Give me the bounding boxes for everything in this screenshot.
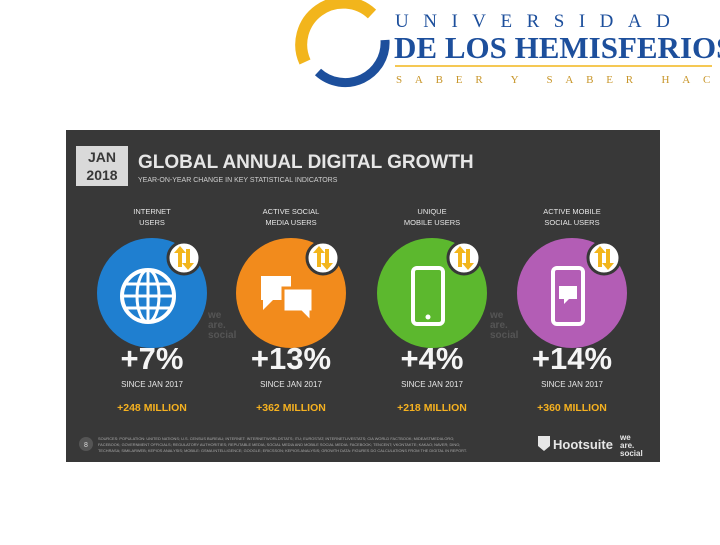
column-label: ACTIVE MOBILE (543, 207, 601, 216)
column-label: MEDIA USERS (265, 218, 316, 227)
logo-arc-yellow (295, 0, 377, 65)
watermark: are. (208, 320, 226, 331)
sources-line: SOURCES: POPULATION: UNITED NATIONS; U.S… (98, 436, 454, 441)
sources-line: TECHRASA; SIMILARWEB; KEPIOS ANALYSIS; M… (98, 448, 467, 453)
absolute-change: +218 MILLION (397, 402, 467, 414)
date-box (76, 146, 128, 186)
columns: INTERNET USERS +7% SINCE JAN 2017 +248 MILLI… (97, 207, 627, 414)
date-month: JAN (88, 149, 116, 165)
since-label: SINCE JAN 2017 (121, 380, 183, 389)
growth-badge (586, 240, 622, 276)
chat-icon (261, 276, 291, 310)
since-label: SINCE JAN 2017 (401, 380, 463, 389)
percent-change: +14% (532, 341, 612, 376)
column-label: SOCIAL USERS (544, 218, 599, 227)
title: GLOBAL ANNUAL DIGITAL GROWTH (138, 152, 474, 173)
column-label: INTERNET (133, 207, 171, 216)
growth-arrows (313, 246, 333, 270)
chat-icon (281, 286, 315, 326)
logo-line2: DE LOS HEMISFERIOS (394, 30, 720, 65)
column-label: UNIQUE (417, 207, 446, 216)
growth-badge (166, 240, 202, 276)
chat-icon (559, 286, 577, 304)
footer-watermark: are. (620, 441, 634, 450)
subtitle: YEAR-ON-YEAR CHANGE IN KEY STATISTICAL I… (138, 177, 338, 184)
brand: Hootsuite (553, 437, 613, 452)
logo-line1: UNIVERSIDAD (395, 11, 684, 32)
logo: UNIVERSIDAD DE LOS HEMISFERIOS SABER Y S… (295, 0, 720, 88)
sources-line: FACEBOOK; GOVERNMENT OFFICIALS; REGULATO… (98, 442, 460, 447)
absolute-change: +362 MILLION (256, 402, 326, 414)
page-badge (79, 437, 93, 451)
watermark: social (490, 330, 519, 341)
absolute-change: +360 MILLION (537, 402, 607, 414)
percent-change: +4% (401, 341, 464, 376)
watermark: social (208, 330, 237, 341)
column-label: MOBILE USERS (404, 218, 460, 227)
growth-arrows (454, 246, 474, 270)
column-label: USERS (139, 218, 165, 227)
column-label: ACTIVE SOCIAL (263, 207, 320, 216)
growth-badge (305, 240, 341, 276)
percent-change: +13% (251, 341, 331, 376)
watermark: we (207, 310, 222, 321)
hootsuite-icon (538, 436, 550, 451)
absolute-change: +248 MILLION (117, 402, 187, 414)
watermark: we (489, 310, 504, 321)
logo-line3: SABER Y SABER HACER (396, 74, 720, 86)
phone-icon (425, 314, 431, 320)
footer-watermark: we (619, 433, 631, 442)
phone-icon (411, 266, 445, 326)
globe-icon (122, 270, 174, 322)
percent-change: +7% (121, 341, 184, 376)
since-label: SINCE JAN 2017 (541, 380, 603, 389)
phone-icon (551, 266, 585, 326)
growth-arrows (594, 246, 614, 270)
footer-watermark: social (620, 449, 643, 458)
page-number: 8 (84, 442, 88, 449)
growth-badge (446, 240, 482, 276)
since-label: SINCE JAN 2017 (260, 380, 322, 389)
watermark: are. (490, 320, 508, 331)
growth-arrows (174, 246, 194, 270)
logo-arc-blue (314, 39, 390, 88)
date-year: 2018 (86, 167, 117, 183)
